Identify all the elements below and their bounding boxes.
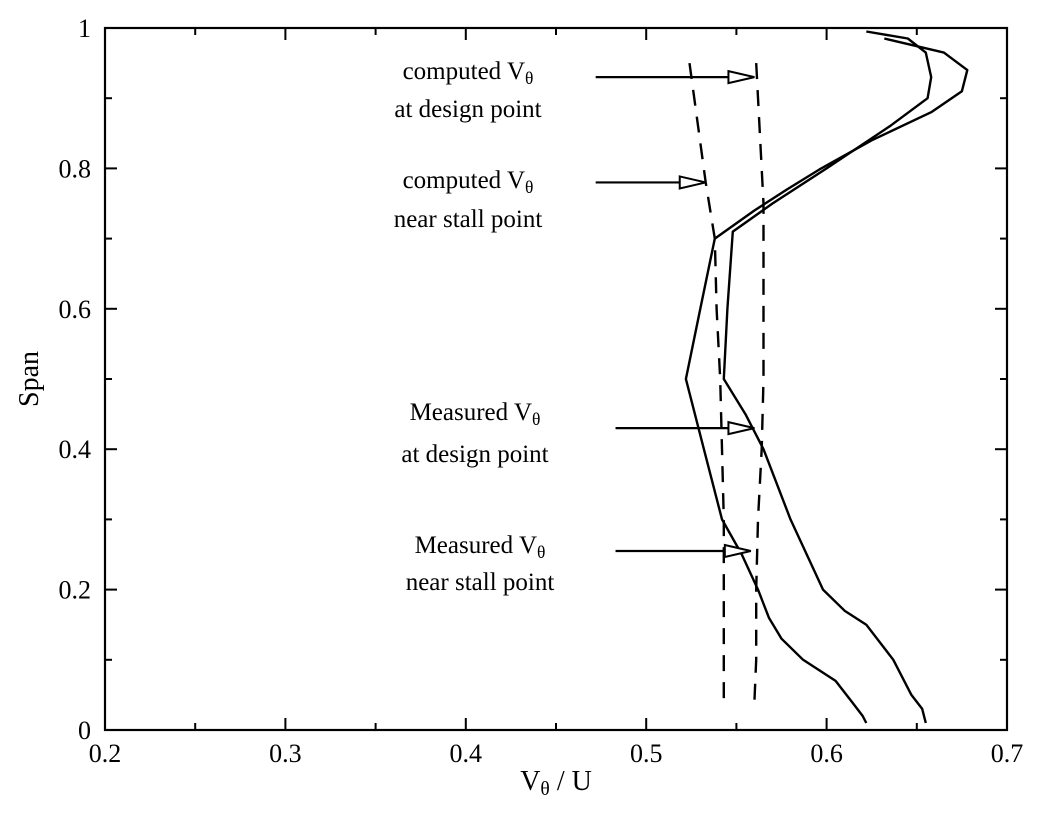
annotation-text: near stall point <box>406 569 555 596</box>
y-tick-label: 0.4 <box>59 435 92 464</box>
plot-frame <box>103 26 1009 732</box>
text-part: near stall point <box>406 569 555 596</box>
x-tick-label: 0.2 <box>89 739 122 768</box>
annotation-arrow-head <box>678 175 706 190</box>
subscript: θ <box>540 779 549 800</box>
y-tick-label: 0 <box>78 716 91 745</box>
text-part: V <box>520 766 540 797</box>
annotation-2: computed Vθ near stall point <box>394 167 706 233</box>
y-axis-label: Span <box>14 351 45 407</box>
text-part: near stall point <box>394 206 543 233</box>
x-tick-label: 0.7 <box>991 739 1024 768</box>
axis-ticks <box>104 27 1008 731</box>
y-tick-label: 0.2 <box>59 576 92 605</box>
annotation-text: computed Vθ <box>403 58 534 88</box>
annotation-1: computed Vθ at design point <box>394 58 755 123</box>
text-part: computed V <box>403 167 525 194</box>
text-part: computed V <box>403 58 525 85</box>
plot-border <box>103 26 1009 732</box>
annotation-3: Measured Vθ at design point <box>401 399 755 468</box>
x-tick-label: 0.3 <box>269 739 302 768</box>
series-layer <box>684 30 969 724</box>
y-tick-label: 0.6 <box>59 295 92 324</box>
annotation-arrow-head <box>727 420 755 436</box>
subscript: θ <box>525 68 533 88</box>
series-line-2 <box>753 63 765 702</box>
subscript: θ <box>525 177 533 197</box>
annotation-text: near stall point <box>394 206 543 233</box>
x-axis-label: Vθ / U <box>520 766 592 800</box>
annotation-text: Measured Vθ <box>415 532 546 562</box>
text-part: at design point <box>401 441 548 468</box>
text-part: / U <box>550 766 592 797</box>
text-part: Measured V <box>415 532 537 559</box>
series-line-1 <box>688 62 725 702</box>
subscript: θ <box>537 542 545 562</box>
annotation-text: at design point <box>394 96 541 123</box>
series-line-3 <box>722 30 933 724</box>
x-tick-label: 0.6 <box>810 739 843 768</box>
tick-labels: 0.2 0.3 0.4 0.5 0.6 0.700.20.40.60.81 <box>59 14 1024 768</box>
text-part: at design point <box>394 96 541 123</box>
annotation-text: at design point <box>401 441 548 468</box>
x-tick-label: 0.5 <box>630 739 663 768</box>
x-tick-label: 0.4 <box>450 739 483 768</box>
annotation-arrow-head <box>723 543 752 559</box>
text-part: Measured V <box>410 399 532 426</box>
annotation-text: computed Vθ <box>403 167 534 197</box>
annotation-4: Measured Vθ near stall point <box>406 532 752 596</box>
y-tick-label: 1 <box>78 14 91 43</box>
annotation-text: Measured Vθ <box>410 399 541 429</box>
series-line-4 <box>684 37 969 724</box>
subscript: θ <box>532 409 540 429</box>
annotation-arrow-head <box>727 69 755 85</box>
y-tick-label: 0.8 <box>59 154 92 183</box>
